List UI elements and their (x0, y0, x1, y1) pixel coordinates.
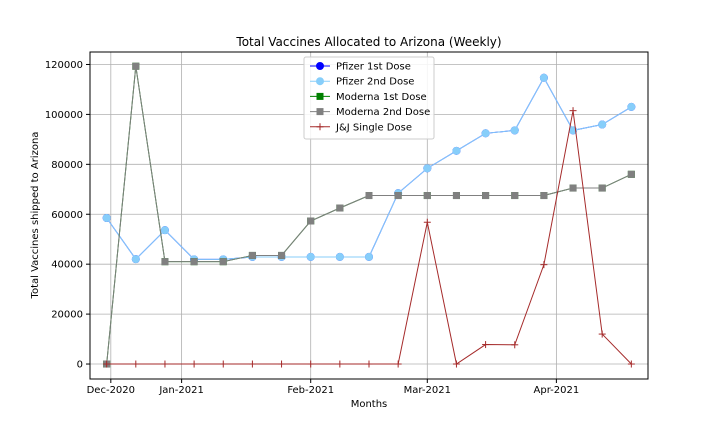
data-point (511, 192, 519, 200)
y-axis-label: Total Vaccines shipped to Arizona (30, 132, 41, 300)
data-point (569, 184, 577, 192)
x-tick-label: Feb-2021 (287, 385, 334, 396)
y-tick-label: 0 (77, 360, 83, 371)
data-point (248, 251, 256, 259)
data-point (598, 330, 606, 338)
data-point (394, 192, 402, 200)
data-point (598, 184, 606, 192)
data-point (336, 360, 344, 368)
legend-item: Pfizer 1st Dose (310, 62, 411, 73)
x-axis-label: Months (351, 399, 388, 410)
data-point (627, 360, 635, 368)
legend: Pfizer 1st Dose Pfizer 2nd Dose Moderna 1s… (303, 56, 435, 140)
data-point (132, 62, 140, 70)
data-point (569, 107, 577, 115)
data-point (540, 261, 548, 269)
legend-marker (316, 92, 324, 100)
data-point (452, 360, 460, 368)
series-4 (103, 107, 635, 368)
data-point (306, 252, 315, 261)
grid (90, 52, 648, 379)
plot-frame (89, 51, 649, 380)
data-point (482, 192, 490, 200)
legend-label: Pfizer 1st Dose (336, 62, 411, 73)
data-point (190, 258, 198, 266)
data-point (307, 360, 315, 368)
data-point (540, 192, 548, 200)
y-tick-label: 100000 (45, 110, 83, 121)
data-point (160, 226, 169, 235)
legend-box (303, 56, 435, 140)
data-point (627, 170, 635, 178)
data-point (103, 360, 111, 368)
legend-item: Moderna 1st Dose (310, 92, 427, 103)
data-point (539, 73, 548, 82)
data-point (423, 192, 431, 200)
data-point (335, 252, 344, 261)
data-point (365, 360, 373, 368)
legend-item: Pfizer 2nd Dose (310, 77, 414, 88)
data-point (131, 255, 140, 264)
data-point (365, 252, 373, 261)
data-point (627, 102, 636, 111)
legend-marker (316, 108, 324, 116)
data-point (219, 360, 227, 368)
data-point (482, 341, 490, 349)
x-tick-label: Apr-2021 (534, 385, 580, 396)
data-point (452, 192, 460, 200)
data-point (336, 204, 344, 212)
data-point (598, 120, 607, 129)
x-tick-label: Jan-2021 (158, 385, 203, 396)
legend-marker (316, 77, 324, 86)
series-layer (102, 62, 636, 368)
data-point (278, 360, 286, 368)
data-point (102, 213, 111, 222)
y-tick-label: 80000 (51, 160, 83, 171)
y-tick-label: 40000 (51, 260, 83, 271)
legend-item: Moderna 2nd Dose (310, 107, 430, 118)
y-tick-label: 120000 (45, 60, 83, 71)
chart-title: Total Vaccines Allocated to Arizona (Wee… (235, 35, 501, 49)
x-tick-label: Dec-2020 (87, 385, 135, 396)
legend-marker (316, 62, 324, 70)
data-point (307, 217, 315, 225)
legend-label: Pfizer 2nd Dose (336, 77, 414, 88)
y-tick-label: 20000 (51, 310, 83, 321)
data-point (423, 164, 432, 173)
legend-marker (316, 123, 324, 131)
data-point (248, 360, 256, 368)
data-point (481, 129, 490, 138)
legend-item: J&J Single Dose (310, 122, 412, 133)
y-tick-label: 60000 (51, 210, 83, 221)
data-point (219, 258, 227, 266)
data-point (161, 258, 169, 266)
data-point (161, 360, 169, 368)
data-point (132, 360, 140, 368)
data-point (394, 360, 402, 368)
data-point (190, 360, 198, 368)
legend-label: Moderna 1st Dose (336, 92, 427, 103)
ticks: 0 20000 40000 60000 80000 100000 120000 Dec-202… (45, 60, 579, 396)
data-point (365, 192, 373, 200)
data-point (278, 251, 286, 259)
data-point (452, 146, 461, 155)
data-point (510, 126, 519, 135)
legend-label: Moderna 2nd Dose (336, 107, 430, 118)
data-point (423, 218, 431, 226)
series-3 (103, 62, 635, 368)
legend-label: J&J Single Dose (335, 122, 412, 133)
data-point (511, 341, 519, 349)
x-tick-label: Mar-2021 (404, 385, 451, 396)
